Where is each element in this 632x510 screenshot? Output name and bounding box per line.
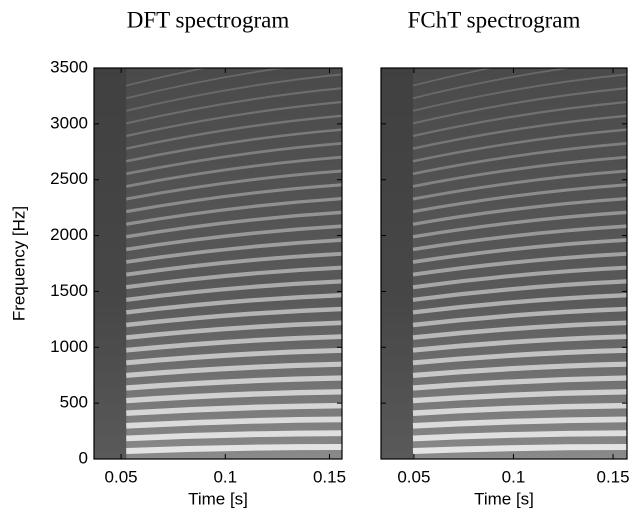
chart-title: FChT spectrogram [408,7,581,32]
harmonic [125,128,342,163]
harmonic [412,389,627,404]
harmonic [126,444,342,454]
harmonic [125,251,342,277]
harmonic [412,87,627,125]
harmonic [412,279,627,302]
harmonic [125,320,342,340]
harmonic [126,416,342,429]
harmonic [412,251,627,277]
harmonic [412,265,627,290]
harmonic [412,114,627,150]
harmonic [412,306,627,328]
y-tick-label: 0 [79,448,88,467]
y-tick-label: 500 [60,393,88,412]
spectrogram-image [94,68,342,459]
harmonic [412,444,627,454]
harmonic [412,320,627,340]
harmonic [125,293,342,315]
harmonic [126,73,342,112]
harmonic [125,279,342,302]
x-tick-label: 0.1 [502,467,526,486]
harmonic [412,402,627,416]
harmonic [125,169,342,201]
y-tick-label: 1500 [50,281,88,300]
harmonic [126,389,342,404]
harmonic [412,169,627,201]
x-axis-label: Time [s] [474,489,534,508]
harmonic [412,68,575,100]
harmonic [125,238,342,264]
harmonic [126,68,209,87]
harmonic [125,155,342,188]
harmonic [125,224,342,252]
harmonic [125,265,342,290]
x-tick-label: 0.1 [213,467,237,486]
harmonic [412,210,627,239]
x-tick-label: 0.15 [313,467,346,486]
plot-frame [380,67,628,460]
y-tick-label: 3000 [50,113,88,132]
plot-frame [93,67,343,460]
harmonic [412,334,627,353]
harmonic [126,430,342,442]
harmonic [125,183,342,214]
onset-band [94,68,127,459]
harmonic [412,224,627,252]
spectrogram-image [381,68,627,459]
harmonic [126,347,342,366]
harmonic [125,100,342,138]
y-tick-label: 3500 [50,57,88,76]
harmonic [412,361,627,378]
harmonic [412,68,495,87]
harmonic [412,128,627,163]
harmonic [126,402,342,416]
harmonic [412,375,627,391]
harmonic [412,238,627,264]
harmonic [126,361,342,378]
harmonic [412,155,627,188]
harmonic [126,375,342,391]
onset-band [381,68,413,459]
harmonic [412,142,627,176]
harmonic [126,334,342,353]
y-tick-label: 1000 [50,337,88,356]
harmonic [125,114,342,150]
x-axis-label: Time [s] [188,489,248,508]
harmonic [412,347,627,366]
harmonic [412,430,627,442]
harmonic [125,210,342,239]
harmonic [412,183,627,214]
y-axis-label: Frequency [Hz] [9,206,28,321]
harmonic [125,306,342,328]
x-tick-label: 0.05 [105,467,138,486]
harmonic [412,73,627,112]
harmonic [412,293,627,315]
harmonic [412,100,627,138]
y-tick-label: 2500 [50,169,88,188]
harmonic [125,142,342,176]
harmonic [412,196,627,226]
x-tick-label: 0.15 [597,467,630,486]
harmonic [125,196,342,226]
x-tick-label: 0.05 [397,467,430,486]
harmonic [126,68,289,100]
y-tick-label: 2000 [50,225,88,244]
chart-title: DFT spectrogram [127,7,290,32]
harmonic [412,416,627,429]
harmonic [126,87,342,125]
